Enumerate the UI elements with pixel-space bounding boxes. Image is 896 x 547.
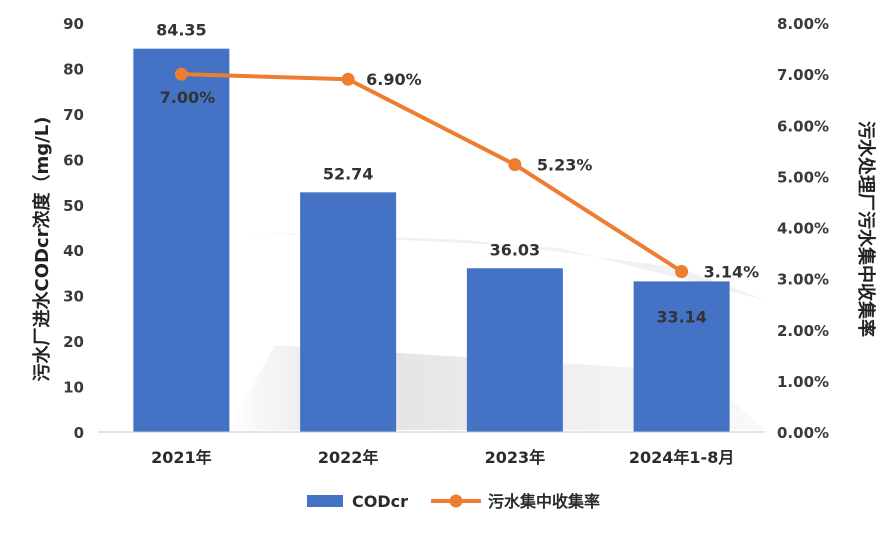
bar-value-label: 36.03 [490, 240, 541, 259]
line-point [675, 264, 689, 278]
legend-line-marker [449, 494, 463, 508]
right-tick-label: 4.00% [777, 220, 829, 238]
legend-line-label: 污水集中收集率 [488, 492, 600, 511]
right-tick-label: 2.00% [777, 322, 829, 340]
legend: CODcr 污水集中收集率 [307, 492, 600, 511]
bar-value-label: 84.35 [156, 21, 207, 40]
legend-bar-label: CODcr [352, 492, 408, 511]
line-value-label: 7.00% [160, 88, 216, 107]
right-tick-label: 5.00% [777, 168, 829, 186]
legend-bar-swatch [307, 495, 343, 507]
left-tick-label: 40 [63, 242, 84, 260]
left-axis-ticks: 0 10 20 30 40 50 60 70 80 90 [63, 15, 84, 442]
right-tick-label: 0.00% [777, 424, 829, 442]
bar [300, 192, 397, 432]
right-tick-label: 1.00% [777, 373, 829, 391]
right-tick-label: 7.00% [777, 66, 829, 84]
bar-series-codcr [133, 48, 730, 432]
line-series-collection-rate [174, 67, 689, 278]
left-tick-label: 80 [63, 60, 84, 78]
left-tick-label: 90 [63, 15, 84, 33]
bar [466, 268, 563, 432]
right-tick-label: 6.00% [777, 117, 829, 135]
bar-value-label: 33.14 [656, 307, 707, 326]
line-point [341, 72, 355, 86]
right-axis-ticks: 0.00% 1.00% 2.00% 3.00% 4.00% 5.00% 6.00% 7.00%… [777, 15, 829, 442]
left-tick-label: 20 [63, 333, 84, 351]
line-value-label: 3.14% [704, 262, 760, 281]
category-label: 2022年 [318, 448, 379, 467]
line-value-label: 5.23% [537, 156, 593, 175]
category-labels: 2021年 2022年 2023年 2024年1-8月 [151, 448, 734, 467]
right-tick-label: 8.00% [777, 15, 829, 33]
left-tick-label: 10 [63, 379, 84, 397]
line-value-label: 6.90% [366, 70, 422, 89]
right-tick-label: 3.00% [777, 271, 829, 289]
line-point [174, 67, 188, 81]
bar-value-label: 52.74 [323, 164, 374, 183]
right-axis-title: 污水处理厂污水集中收集率 [855, 121, 877, 337]
category-label: 2023年 [485, 448, 546, 467]
left-axis-title: 污水厂进水CODcr浓度（mg/L) [31, 117, 53, 382]
category-label: 2024年1-8月 [629, 448, 734, 467]
category-label: 2021年 [151, 448, 212, 467]
bar [133, 48, 230, 432]
left-tick-label: 70 [63, 106, 84, 124]
collection-rate-line [181, 72, 683, 274]
bar [633, 281, 730, 432]
line-point [508, 158, 522, 172]
left-tick-label: 60 [63, 151, 84, 169]
left-tick-label: 30 [63, 288, 84, 306]
left-tick-label: 0 [74, 424, 84, 442]
left-tick-label: 50 [63, 197, 84, 215]
data-labels: 84.35 52.74 36.03 33.14 7.00% 6.90% 5.23% 3.14% [156, 21, 759, 327]
